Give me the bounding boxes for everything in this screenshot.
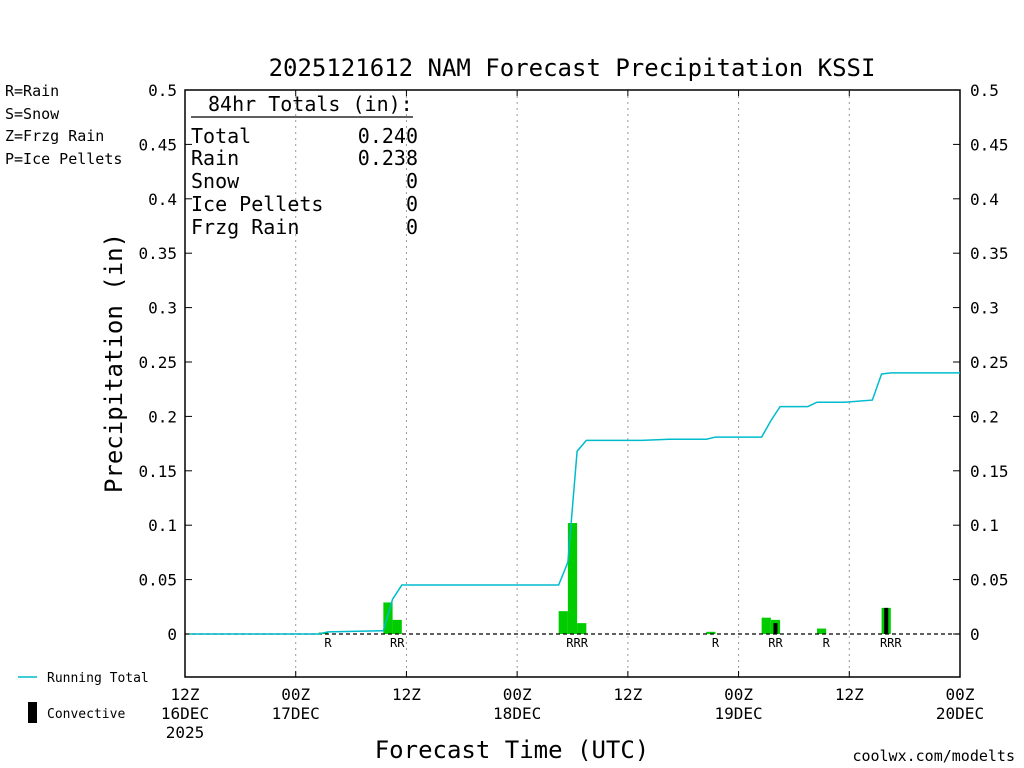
y-tick-label-right: 0 bbox=[970, 625, 980, 644]
precip-type-labels: R RR RRR R RR R RRR bbox=[324, 636, 902, 650]
precip-type-label: RR bbox=[390, 636, 405, 650]
totals-box: 84hr Totals (in): Total 0.240 Rain 0.238… bbox=[191, 92, 418, 239]
chart-title: 2025121612 NAM Forecast Precipitation KS… bbox=[269, 54, 876, 82]
precip-bar bbox=[706, 631, 716, 634]
y-tick-label-right: 0.2 bbox=[970, 407, 999, 426]
y-tick-label-right: 0.1 bbox=[970, 516, 999, 535]
totals-value-rain: 0.238 bbox=[358, 146, 418, 170]
totals-label-frzg-rain: Frzg Rain bbox=[191, 215, 299, 239]
y-tick-label-left: 0.5 bbox=[148, 81, 177, 100]
convective-bar bbox=[884, 607, 889, 634]
plot-frame bbox=[184, 89, 961, 678]
x-tick-date-label: 17DEC bbox=[272, 704, 320, 723]
x-tick-label: 12Z bbox=[835, 685, 864, 704]
legend-snow: S=Snow bbox=[5, 105, 60, 123]
x-tick-date-label: 16DEC bbox=[161, 704, 209, 723]
precip-type-legend: R=Rain S=Snow Z=Frzg Rain P=Ice Pellets bbox=[5, 82, 122, 168]
running-total-legend-label: Running Total bbox=[47, 671, 149, 686]
x-tick-label: 12Z bbox=[613, 685, 642, 704]
precip-bar bbox=[558, 611, 568, 634]
totals-value-total: 0.240 bbox=[358, 124, 418, 148]
precip-type-label: R bbox=[324, 636, 332, 650]
y-tick-label-right: 0.25 bbox=[970, 353, 1009, 372]
grid bbox=[295, 90, 850, 677]
series-legend: Running Total Convective bbox=[18, 671, 149, 723]
y-tick-label-left: 0.4 bbox=[148, 190, 177, 209]
x-tick-label: 00Z bbox=[281, 685, 310, 704]
precip-bar bbox=[577, 623, 587, 634]
y-tick-label-left: 0.35 bbox=[138, 244, 177, 263]
x-tick-year-label: 2025 bbox=[166, 723, 205, 742]
x-tick-date-label: 20DEC bbox=[936, 704, 984, 723]
convective-legend-label: Convective bbox=[47, 707, 125, 722]
y-tick-label-right: 0.05 bbox=[970, 571, 1009, 590]
convective-bar bbox=[773, 623, 778, 634]
convective-bars bbox=[773, 607, 889, 634]
totals-value-ice-pellets: 0 bbox=[406, 192, 418, 216]
y-tick-label-right: 0.35 bbox=[970, 244, 1009, 263]
precip-bar bbox=[383, 602, 393, 634]
y-tick-label-left: 0.45 bbox=[138, 135, 177, 154]
x-tick-label: 00Z bbox=[724, 685, 753, 704]
y-tick-label-left: 0.05 bbox=[138, 571, 177, 590]
x-tick-label: 00Z bbox=[946, 685, 975, 704]
precip-type-label: R bbox=[712, 636, 720, 650]
y-tick-label-right: 0.15 bbox=[970, 462, 1009, 481]
x-tick-label: 12Z bbox=[392, 685, 421, 704]
totals-value-snow: 0 bbox=[406, 169, 418, 193]
y-tick-label-right: 0.4 bbox=[970, 190, 999, 209]
y-tick-label-left: 0.3 bbox=[148, 299, 177, 318]
convective-swatch bbox=[28, 702, 37, 723]
precip-type-label: RR bbox=[768, 636, 783, 650]
precip-bar bbox=[761, 617, 771, 634]
totals-label-ice-pellets: Ice Pellets bbox=[191, 192, 323, 216]
x-tick-date-label: 19DEC bbox=[714, 704, 762, 723]
y-tick-label-left: 0.15 bbox=[138, 462, 177, 481]
y-tick-label-right: 0.5 bbox=[970, 81, 999, 100]
y-tick-label-left: 0.1 bbox=[148, 516, 177, 535]
y-axis-label: Precipitation (in) bbox=[100, 233, 128, 493]
credit-text: coolwx.com/modelts bbox=[852, 747, 1015, 765]
x-tick-date-label: 18DEC bbox=[493, 704, 541, 723]
y-tick-label-left: 0.2 bbox=[148, 407, 177, 426]
legend-ice-pellets: P=Ice Pellets bbox=[5, 150, 122, 168]
precip-bar bbox=[816, 628, 827, 634]
bars bbox=[318, 523, 891, 634]
x-axis-label: Forecast Time (UTC) bbox=[375, 736, 650, 764]
totals-label-snow: Snow bbox=[191, 169, 240, 193]
y-tick-label-right: 0.3 bbox=[970, 299, 999, 318]
y-tick-label-left: 0 bbox=[167, 625, 177, 644]
precip-bar bbox=[567, 523, 578, 634]
precip-type-label: R bbox=[823, 636, 831, 650]
legend-rain: R=Rain bbox=[5, 82, 59, 100]
running-total-line bbox=[189, 372, 960, 635]
precip-type-label: RRR bbox=[566, 636, 588, 650]
precip-bar bbox=[392, 619, 402, 634]
x-tick-label: 00Z bbox=[503, 685, 532, 704]
precip-type-label: RRR bbox=[880, 636, 902, 650]
y-tick-label-left: 0.25 bbox=[138, 353, 177, 372]
y-tick-label-right: 0.45 bbox=[970, 135, 1009, 154]
totals-label-total: Total bbox=[191, 124, 251, 148]
totals-header: 84hr Totals (in): bbox=[208, 92, 413, 116]
x-tick-label: 12Z bbox=[171, 685, 200, 704]
legend-frzg-rain: Z=Frzg Rain bbox=[5, 127, 104, 145]
totals-label-rain: Rain bbox=[191, 146, 239, 170]
totals-value-frzg-rain: 0 bbox=[406, 215, 418, 239]
